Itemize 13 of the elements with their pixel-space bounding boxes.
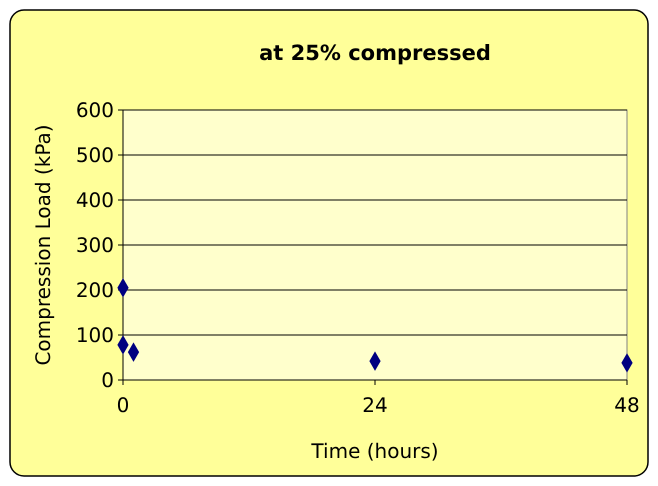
x-tick-label: 48 [614, 393, 640, 417]
y-tick-label: 200 [76, 278, 114, 302]
y-tick-label: 600 [76, 98, 114, 122]
y-tick-label: 100 [76, 323, 114, 347]
y-tick-label: 300 [76, 233, 114, 257]
y-tick-label: 0 [101, 368, 114, 392]
y-tick-label: 400 [76, 188, 114, 212]
x-tick-label: 0 [116, 393, 130, 417]
x-axis-title: Time (hours) [310, 439, 439, 463]
x-tick-label: 24 [362, 393, 388, 417]
y-axis-title: Compression Load (kPa) [31, 124, 55, 366]
y-tick-label: 500 [76, 143, 114, 167]
chart-title: at 25% compressed [259, 41, 491, 65]
